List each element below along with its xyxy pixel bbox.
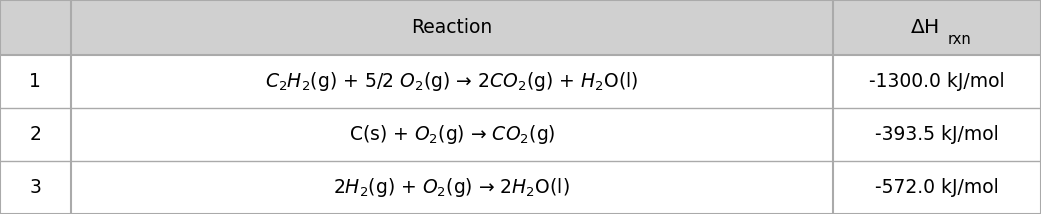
Bar bbox=[833, 108, 1041, 161]
Bar bbox=[0, 0, 71, 55]
Text: $C_2H_2$(g) + 5/2 $O_2$(g) → 2$CO_2$(g) + $H_2$O(l): $C_2H_2$(g) + 5/2 $O_2$(g) → 2$CO_2$(g) … bbox=[265, 70, 638, 93]
Bar bbox=[0, 108, 71, 161]
Text: 2$H_2$(g) + $O_2$(g) → 2$H_2$O(l): 2$H_2$(g) + $O_2$(g) → 2$H_2$O(l) bbox=[333, 176, 570, 199]
Text: -572.0 kJ/mol: -572.0 kJ/mol bbox=[875, 178, 998, 197]
Text: 3: 3 bbox=[29, 178, 42, 197]
Text: Reaction: Reaction bbox=[411, 18, 492, 37]
Bar bbox=[71, 0, 833, 55]
Text: $\Delta$H: $\Delta$H bbox=[910, 18, 939, 37]
Bar bbox=[833, 55, 1041, 108]
Text: -393.5 kJ/mol: -393.5 kJ/mol bbox=[875, 125, 998, 144]
Bar bbox=[71, 161, 833, 214]
Text: C(s) + $O_2$(g) → $CO_2$(g): C(s) + $O_2$(g) → $CO_2$(g) bbox=[349, 123, 555, 146]
Text: 1: 1 bbox=[29, 72, 42, 91]
Bar bbox=[833, 161, 1041, 214]
Text: rxn: rxn bbox=[948, 31, 971, 47]
Bar bbox=[833, 0, 1041, 55]
Bar bbox=[71, 108, 833, 161]
Bar bbox=[71, 55, 833, 108]
Bar bbox=[0, 55, 71, 108]
Text: -1300.0 kJ/mol: -1300.0 kJ/mol bbox=[869, 72, 1005, 91]
Text: 2: 2 bbox=[29, 125, 42, 144]
Bar bbox=[0, 161, 71, 214]
